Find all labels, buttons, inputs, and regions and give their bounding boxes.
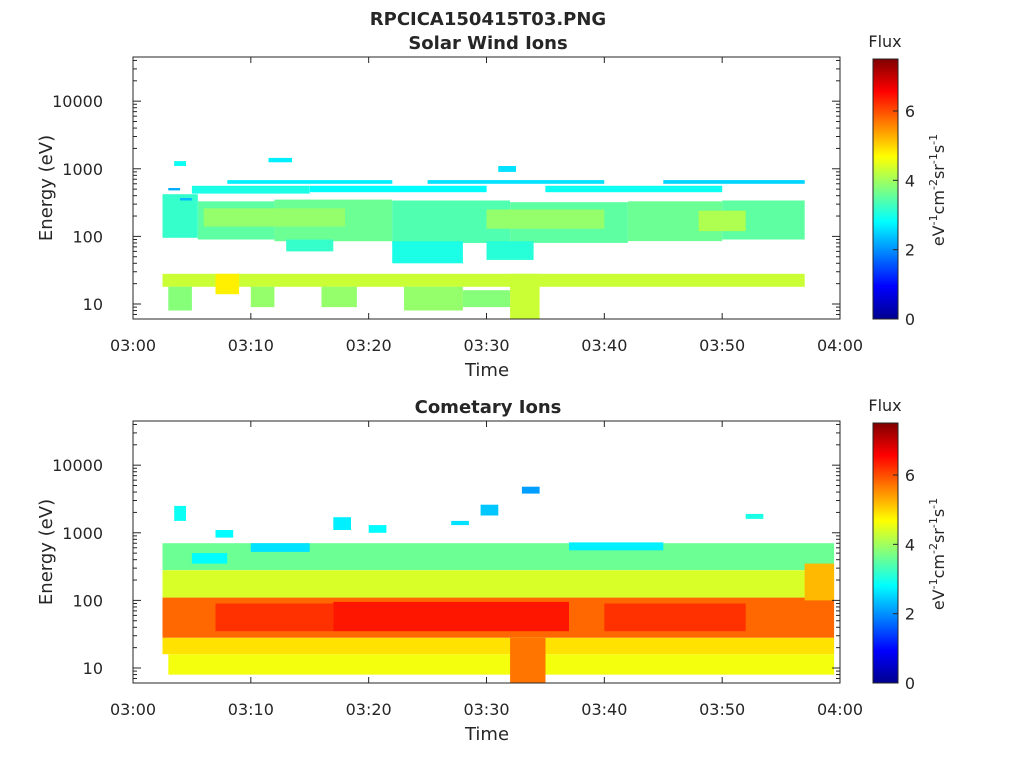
heatmap-cell xyxy=(309,185,487,193)
heatmap-cells xyxy=(162,486,835,683)
heatmap-cell xyxy=(168,188,181,191)
x-tick-label: 03:10 xyxy=(228,336,274,355)
y-axis-label: Energy (eV) xyxy=(36,499,57,605)
y-tick-label: 1000 xyxy=(62,160,103,179)
x-tick-label: 04:00 xyxy=(817,700,863,719)
heatmap-cell xyxy=(174,505,186,521)
heatmap-cell xyxy=(486,209,605,229)
x-tick-label: 03:50 xyxy=(699,336,745,355)
y-tick-label: 10 xyxy=(83,295,103,314)
heatmap-cell xyxy=(203,208,346,227)
colorbar-units: eV-1cm-2sr-1s-1 xyxy=(927,498,948,610)
x-tick-label: 03:30 xyxy=(463,700,509,719)
heatmap-cell xyxy=(510,273,540,319)
x-tick-label: 03:00 xyxy=(110,336,156,355)
heatmap-cell xyxy=(510,637,546,683)
heatmap-cell xyxy=(191,553,228,564)
heatmap-cell xyxy=(498,166,516,172)
heatmap-cell xyxy=(569,542,664,551)
heatmap-cell xyxy=(227,180,393,184)
x-tick-label: 03:40 xyxy=(581,336,627,355)
heatmap-cell xyxy=(333,601,569,632)
heatmap-cell xyxy=(451,520,469,526)
heatmap-cell xyxy=(162,273,805,287)
heatmap-cell xyxy=(521,486,540,494)
colorbar-ticks: 0 2 4 6 xyxy=(893,102,915,329)
y-tick-label: 100 xyxy=(72,227,103,246)
panel-title: Cometary Ions xyxy=(415,397,562,418)
heatmap-cell xyxy=(162,637,835,655)
x-tick-label: 03:40 xyxy=(581,700,627,719)
heatmap-cell xyxy=(486,241,534,260)
x-tick-label: 03:50 xyxy=(699,700,745,719)
x-tick-label: 03:10 xyxy=(228,700,274,719)
heatmap-cell xyxy=(162,194,198,238)
heatmap-cell xyxy=(404,286,463,311)
colorbar-tick-label: 6 xyxy=(905,102,915,121)
x-tick-label: 03:20 xyxy=(346,700,392,719)
colorbar-tick-label: 6 xyxy=(905,466,915,485)
colorbar-title: Flux xyxy=(868,32,901,51)
colorbar-ticks: 0 2 4 6 xyxy=(893,466,915,693)
axis-ticks: 03:00 03:10 03:20 03:30 03:40 03:50 04:00 10 100… xyxy=(52,57,863,355)
colorbar-tick-label: 0 xyxy=(905,674,915,693)
y-tick-label: 1000 xyxy=(62,524,103,543)
heatmap-cell xyxy=(250,286,275,308)
colorbar-tick-label: 0 xyxy=(905,310,915,329)
colorbar-tick-label: 4 xyxy=(905,171,915,190)
y-axis-label: Energy (eV) xyxy=(36,135,57,241)
heatmap-cell xyxy=(286,239,334,252)
heatmap-cell xyxy=(392,241,463,264)
panel-cometary-ions: Cometary Ions 03:00 03:10 03:20 03:30 03:40 0… xyxy=(36,396,948,745)
heatmap-cell xyxy=(698,210,746,232)
y-tick-label: 100 xyxy=(72,591,103,610)
heatmap-cell xyxy=(168,286,192,311)
heatmap-cell xyxy=(545,185,723,193)
y-tick-label: 10000 xyxy=(52,456,103,475)
heatmap-cell xyxy=(215,273,240,295)
heatmap-cell xyxy=(804,563,835,601)
heatmap-cell xyxy=(250,543,310,552)
panel-solar-wind-ions: Solar Wind Ions 03:00 03:10 03:20 03:30 03:4… xyxy=(36,32,948,381)
y-tick-label: 10000 xyxy=(52,92,103,111)
axis-ticks: 03:00 03:10 03:20 03:30 03:40 03:50 04:00 10 100… xyxy=(52,421,863,719)
heatmap-cell xyxy=(180,198,192,201)
heatmap-cell xyxy=(215,603,334,632)
figure-title: RPCICA150415T03.PNG xyxy=(370,9,606,30)
heatmap-cell xyxy=(191,185,310,194)
heatmap-cell xyxy=(427,180,605,184)
x-tick-label: 03:20 xyxy=(346,336,392,355)
x-axis-label: Time xyxy=(464,360,509,381)
colorbar-tick-label: 2 xyxy=(905,241,915,260)
x-tick-label: 04:00 xyxy=(817,336,863,355)
panel-title: Solar Wind Ions xyxy=(408,33,567,54)
y-tick-label: 10 xyxy=(83,659,103,678)
heatmap-cell xyxy=(480,504,499,516)
colorbar-tick-label: 2 xyxy=(905,605,915,624)
heatmap-cell xyxy=(321,286,357,308)
x-tick-label: 03:00 xyxy=(110,700,156,719)
heatmap-cell xyxy=(663,180,805,184)
colorbar-units: eV-1cm-2sr-1s-1 xyxy=(927,134,948,246)
heatmap-cell xyxy=(333,517,351,530)
heatmap-cell xyxy=(745,513,764,519)
colorbar-tick-label: 4 xyxy=(905,535,915,554)
colorbar xyxy=(872,422,899,684)
heatmap-cell xyxy=(604,603,746,632)
heatmap-cell xyxy=(215,530,234,538)
colorbar xyxy=(872,58,899,320)
heatmap-cell xyxy=(162,570,835,598)
x-axis-label: Time xyxy=(464,724,509,745)
heatmap-cells xyxy=(162,157,805,319)
heatmap-cell xyxy=(462,290,510,308)
heatmap-cell xyxy=(368,525,387,533)
heatmap-cell xyxy=(168,654,835,675)
x-tick-label: 03:30 xyxy=(463,336,509,355)
heatmap-cell xyxy=(268,157,293,163)
colorbar-title: Flux xyxy=(868,396,901,415)
heatmap-cell xyxy=(174,161,186,166)
